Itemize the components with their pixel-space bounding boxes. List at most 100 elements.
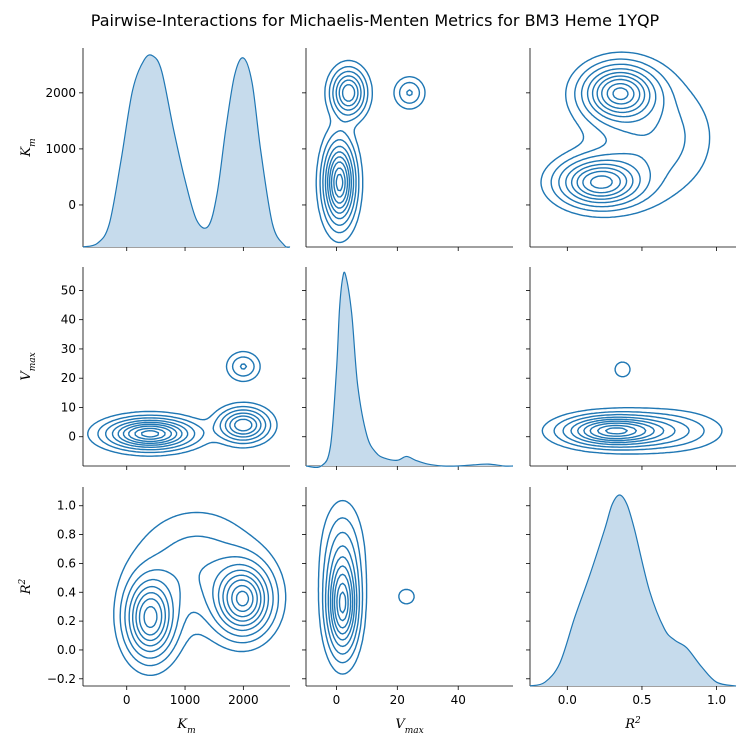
contour-level xyxy=(321,517,364,664)
y-tick-label: 0 xyxy=(68,430,76,444)
y-tick-label: 2000 xyxy=(45,86,76,100)
contour-level xyxy=(134,427,166,440)
contour-level xyxy=(135,574,262,642)
contour-level xyxy=(338,591,347,614)
x-tick-label: 0 xyxy=(123,693,131,707)
y-tick-label: 10 xyxy=(61,400,76,414)
contour-level xyxy=(138,579,258,636)
x-axis-label-Vmax: Vmax xyxy=(395,717,423,736)
y-axis-label-Vmax: Vmax xyxy=(19,352,38,380)
contour-level xyxy=(562,413,690,448)
x-tick-label: 0 xyxy=(333,693,341,707)
contour-level xyxy=(111,412,262,448)
density-line-Vmax xyxy=(305,271,514,468)
contour-level xyxy=(540,51,711,219)
panel-R2-Vmax xyxy=(305,487,513,687)
contour-level xyxy=(329,556,356,641)
contour-level xyxy=(553,411,705,451)
panel-Vmax-R2 xyxy=(529,267,736,467)
kde-contours-Vmax_R2-upper xyxy=(541,361,723,455)
contour-level xyxy=(119,535,280,667)
contour-level xyxy=(122,418,253,444)
panel-Km-R2 xyxy=(529,48,736,248)
kde-contours-Km_R2-lower xyxy=(113,511,287,676)
x-axis-label-R2: R2 xyxy=(624,716,641,732)
contour-level xyxy=(326,79,359,214)
density-fill-Km xyxy=(83,54,290,248)
y-tick-label: 0.4 xyxy=(57,585,76,599)
y-tick-label: 0 xyxy=(68,198,76,212)
contour-level xyxy=(132,569,266,647)
density-line-R2 xyxy=(529,494,737,687)
x-tick-label: 0.5 xyxy=(632,693,651,707)
contour-level xyxy=(117,415,258,446)
y-tick-label: 1.0 xyxy=(57,499,76,513)
y-tick-label: 0.6 xyxy=(57,556,76,570)
y-tick-label: 0.8 xyxy=(57,528,76,542)
y-tick-label: −0.2 xyxy=(47,672,76,686)
contour-level xyxy=(124,556,274,659)
contour-level xyxy=(141,430,160,438)
contour-level xyxy=(605,427,628,435)
x-tick-label: 1000 xyxy=(170,693,201,707)
contour-level xyxy=(577,418,665,444)
contour-level xyxy=(128,425,172,443)
contour-level xyxy=(583,420,655,442)
contour-level xyxy=(113,511,287,676)
y-tick-label: 40 xyxy=(61,313,76,327)
contour-level xyxy=(558,63,665,208)
x-tick-label: 1.0 xyxy=(707,693,726,707)
contour-level xyxy=(105,363,267,451)
density-fill-Vmax xyxy=(306,272,513,468)
y-tick-label: 50 xyxy=(61,283,76,297)
contour-level xyxy=(319,65,421,234)
contour-level xyxy=(317,499,415,675)
kde-contours-Km_R2-upper xyxy=(540,51,711,219)
contour-level xyxy=(331,565,354,635)
y-tick-label: 0.0 xyxy=(57,643,76,657)
kde-contours-Vmax_R2-lower xyxy=(317,499,415,675)
contour-level xyxy=(333,167,346,198)
chart-title: Pairwise-Interactions for Michaelis-Ment… xyxy=(90,11,660,30)
panel-R2-Km xyxy=(82,487,290,687)
contour-level xyxy=(328,84,356,209)
contour-level xyxy=(235,590,250,607)
contour-level xyxy=(612,87,629,101)
contour-level xyxy=(541,361,723,455)
contour-level xyxy=(330,161,349,204)
y-axis-label-R2: R2 xyxy=(18,578,34,595)
y-tick-label: 0.2 xyxy=(57,614,76,628)
y-tick-label: 1000 xyxy=(45,142,76,156)
x-tick-label: 2000 xyxy=(228,693,259,707)
contour-level xyxy=(335,173,344,192)
contour-level xyxy=(550,58,686,212)
contour-level xyxy=(322,70,413,226)
contour-level xyxy=(336,582,349,622)
contour-level xyxy=(589,83,635,189)
y-tick-label: 30 xyxy=(61,342,76,356)
contour-level xyxy=(324,75,362,220)
contour-level xyxy=(87,350,278,457)
y-axis-label-Km: Km xyxy=(19,138,38,157)
density-line-Km xyxy=(82,54,291,248)
contour-level xyxy=(315,59,426,244)
contour-level xyxy=(324,531,361,655)
contour-level xyxy=(576,75,646,197)
x-tick-label: 0.0 xyxy=(558,693,577,707)
contour-level xyxy=(582,78,641,194)
contour-level xyxy=(570,71,651,200)
contour-level xyxy=(143,584,254,629)
y-tick-label: 20 xyxy=(61,371,76,385)
contour-level xyxy=(97,356,272,454)
contour-level xyxy=(128,563,270,653)
x-tick-label: 20 xyxy=(390,693,405,707)
panel-Vmax-Km xyxy=(82,267,290,467)
contour-level xyxy=(327,545,358,648)
kde-contours-Km_Vmax-upper xyxy=(315,59,426,244)
contour-level xyxy=(589,422,647,440)
contour-level xyxy=(570,416,676,446)
x-tick-label: 40 xyxy=(451,693,466,707)
density-fill-R2 xyxy=(530,495,736,686)
kde-contours-Km_Vmax-lower xyxy=(87,350,278,457)
